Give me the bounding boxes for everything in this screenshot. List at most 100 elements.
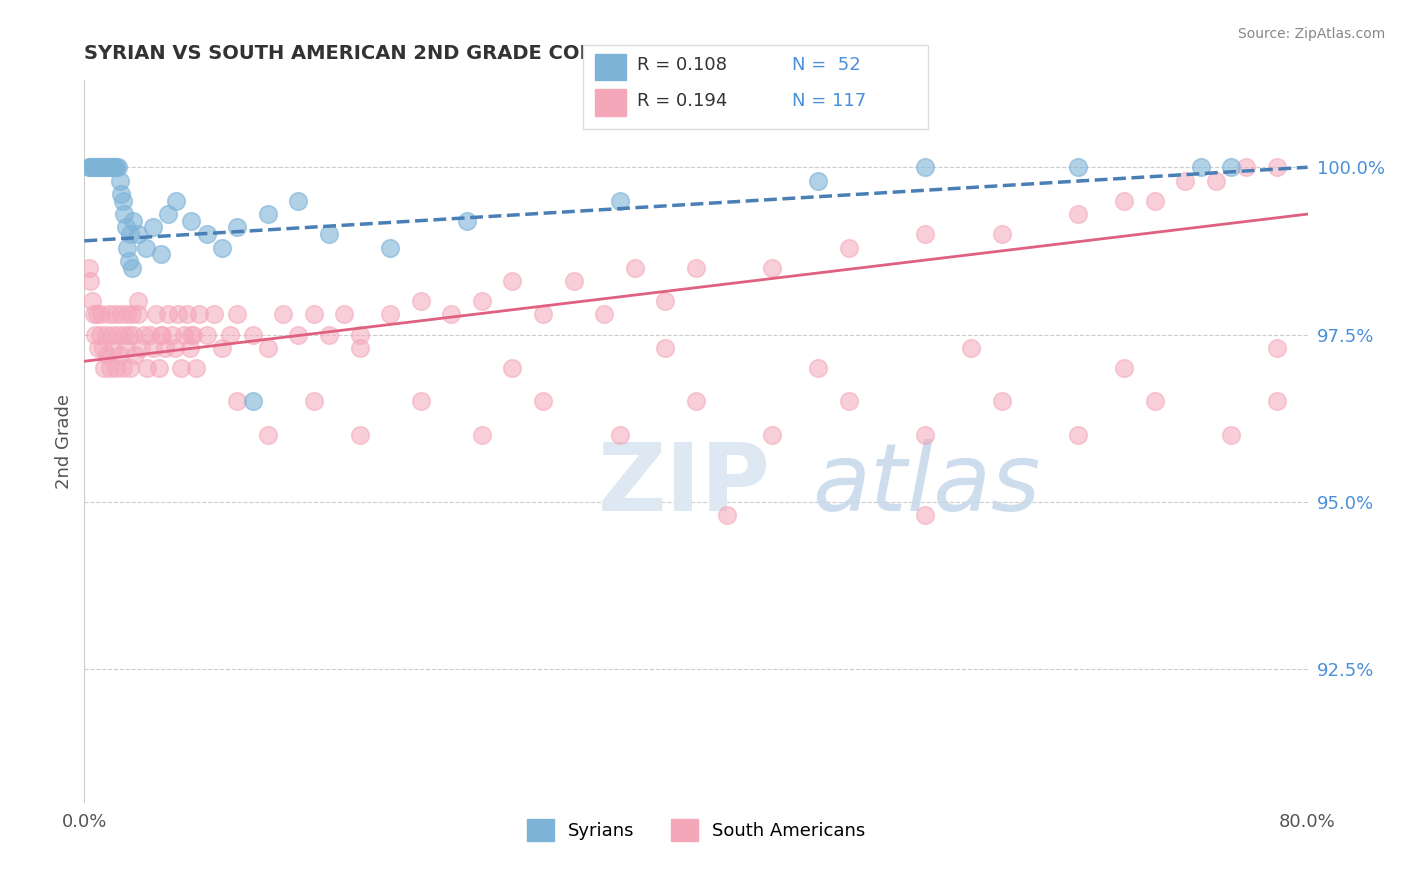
Point — [114, 220, 136, 235]
Point — [122, 214, 145, 228]
Point — [257, 428, 280, 442]
Point — [149, 247, 172, 261]
Point — [593, 308, 616, 322]
Point — [226, 220, 249, 235]
Point — [89, 161, 111, 175]
Point — [991, 227, 1014, 242]
Point — [83, 308, 105, 322]
Point — [914, 227, 936, 242]
Point — [108, 348, 131, 362]
Point — [1067, 207, 1090, 221]
Point — [148, 361, 170, 376]
Point — [96, 161, 118, 175]
Point — [139, 327, 162, 342]
Point — [105, 161, 128, 175]
Point — [83, 161, 105, 175]
Point — [105, 361, 128, 376]
Point — [98, 361, 121, 376]
Point — [914, 161, 936, 175]
Text: R = 0.194: R = 0.194 — [637, 92, 727, 110]
Text: N =  52: N = 52 — [792, 56, 860, 74]
Point — [107, 161, 129, 175]
Point — [349, 327, 371, 342]
Point — [562, 274, 585, 288]
Point — [111, 361, 134, 376]
Point — [807, 174, 830, 188]
Point — [1067, 428, 1090, 442]
Point — [104, 161, 127, 175]
Point — [115, 308, 138, 322]
Point — [242, 327, 264, 342]
Point — [257, 207, 280, 221]
Point — [91, 161, 114, 175]
Point — [118, 327, 141, 342]
Point — [107, 327, 129, 342]
Text: N = 117: N = 117 — [792, 92, 866, 110]
Y-axis label: 2nd Grade: 2nd Grade — [55, 394, 73, 489]
Point — [94, 161, 117, 175]
Point — [409, 394, 432, 409]
Point — [349, 428, 371, 442]
Point — [914, 428, 936, 442]
Point — [90, 161, 112, 175]
Point — [654, 341, 676, 355]
Point — [302, 308, 325, 322]
Point — [211, 241, 233, 255]
Point — [127, 227, 149, 242]
Point — [211, 341, 233, 355]
Point — [132, 327, 155, 342]
Point — [287, 194, 309, 208]
Point — [202, 308, 225, 322]
Point — [110, 308, 132, 322]
Point — [1265, 394, 1288, 409]
Point — [624, 260, 647, 275]
Point — [184, 361, 207, 376]
Point — [122, 327, 145, 342]
Point — [166, 308, 188, 322]
Point — [456, 214, 478, 228]
Point — [163, 341, 186, 355]
Point — [170, 361, 193, 376]
Point — [609, 428, 631, 442]
Point — [226, 394, 249, 409]
Point — [157, 207, 180, 221]
Point — [531, 308, 554, 322]
Point — [87, 161, 110, 175]
Point — [173, 327, 195, 342]
Point — [142, 341, 165, 355]
Point — [121, 260, 143, 275]
Point — [333, 308, 356, 322]
Point — [149, 327, 172, 342]
Point — [80, 294, 103, 309]
Point — [179, 341, 201, 355]
Point — [180, 214, 202, 228]
Point — [108, 174, 131, 188]
Point — [124, 348, 146, 362]
Point — [1174, 174, 1197, 188]
Point — [226, 308, 249, 322]
Point — [1189, 161, 1212, 175]
Point — [1265, 161, 1288, 175]
Point — [287, 327, 309, 342]
Point — [257, 341, 280, 355]
Point — [271, 308, 294, 322]
Point — [127, 308, 149, 322]
Point — [195, 327, 218, 342]
Point — [103, 161, 125, 175]
Point — [87, 341, 110, 355]
Point — [1220, 428, 1243, 442]
Point — [195, 227, 218, 242]
Point — [1114, 194, 1136, 208]
Point — [112, 207, 135, 221]
Point — [112, 327, 135, 342]
Point — [242, 394, 264, 409]
Point — [531, 394, 554, 409]
Text: ZIP: ZIP — [598, 439, 770, 531]
Point — [181, 327, 204, 342]
Point — [318, 227, 340, 242]
Point — [685, 394, 707, 409]
Point — [1143, 194, 1166, 208]
Point — [129, 341, 152, 355]
Point — [97, 161, 120, 175]
Point — [302, 394, 325, 409]
